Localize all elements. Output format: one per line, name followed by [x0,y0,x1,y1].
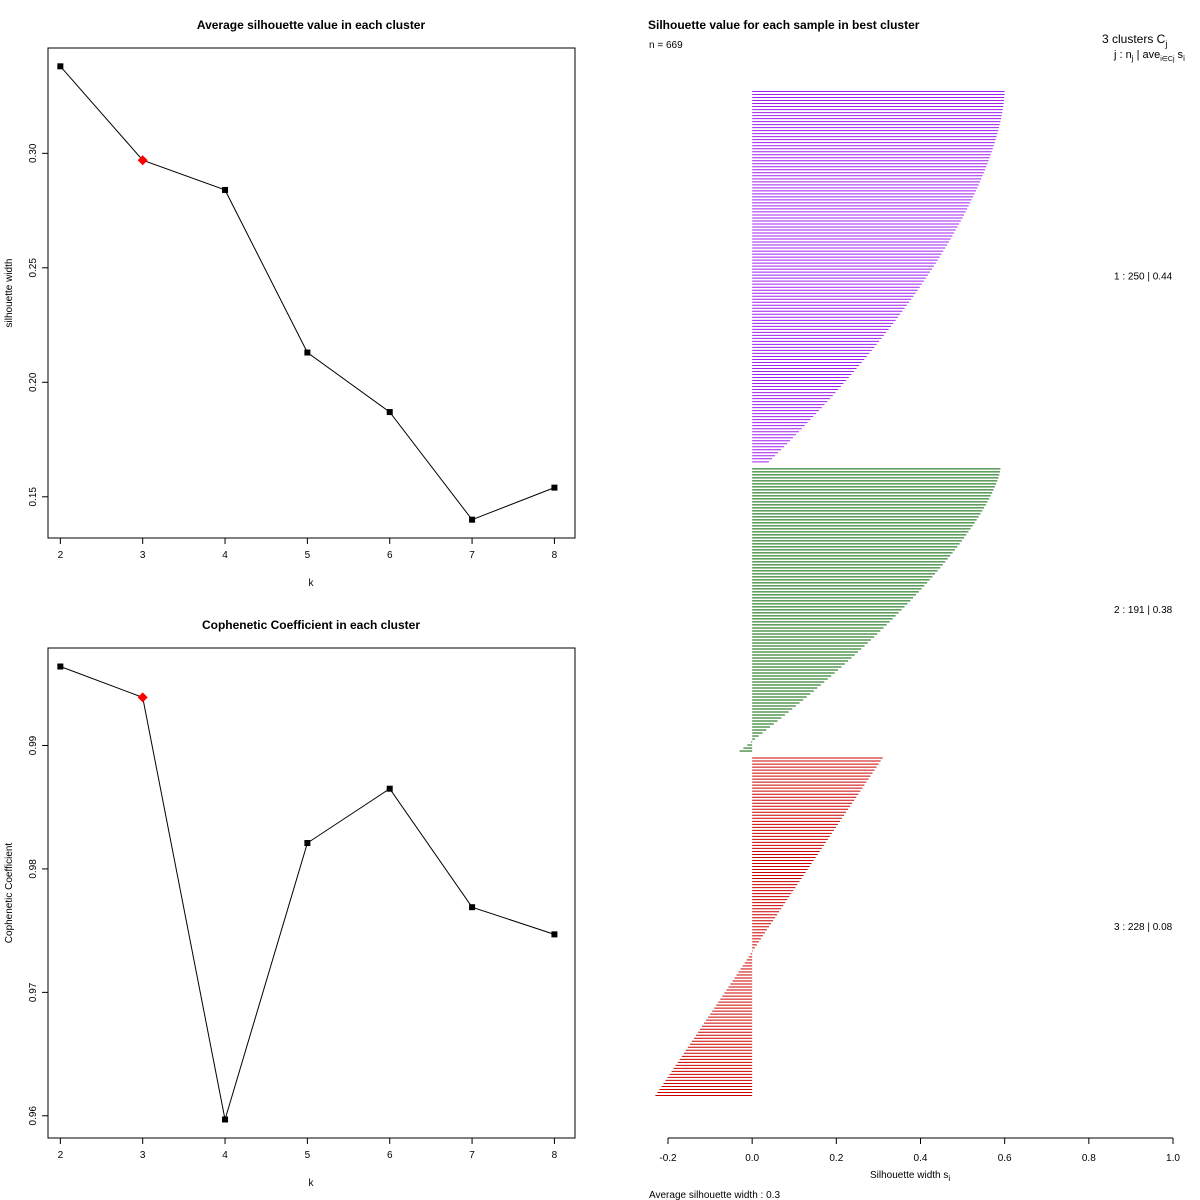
cophenetic-series [57,663,558,1123]
avg-silhouette-x-tick-label: 2 [58,550,64,561]
cophenetic-x-tick-label: 4 [222,1150,228,1161]
cluster-header-ave-sub: i∈Cj [1160,56,1175,63]
avg-silhouette-x-tick-label: 3 [140,550,146,561]
cophenetic-point-highlight [137,692,148,703]
avg-silhouette-y-tick-label: 0.30 [28,143,39,163]
cophenetic-x-tick-label: 6 [387,1150,393,1161]
silhouette-x-tick-label: -0.2 [659,1153,677,1164]
cophenetic-x-tick-label: 2 [58,1150,64,1161]
avg-silhouette-point [304,349,311,356]
silhouette-x-axis: -0.2 0.0 0.2 0.4 0.6 0.8 1.0 [659,1137,1180,1164]
cluster-header-si: s [1175,49,1184,61]
silhouette-x-label-sub: i [948,1174,950,1183]
cophenetic-point [551,931,558,938]
avg-silhouette-chart: Average silhouette value in each cluster… [4,18,576,589]
cophenetic-y-label: Cophenetic Coefficient [4,843,15,944]
silhouette-x-label: Silhouette width si [870,1170,950,1183]
avg-silhouette-x-label: k [309,578,315,589]
avg-silhouette-point [469,516,476,523]
silhouette-x-tick-label: 1.0 [1166,1153,1180,1164]
avg-silhouette-x-tick-label: 5 [305,550,311,561]
silhouette-samples-title: Silhouette value for each sample in best… [648,18,920,32]
cophenetic-point [386,785,393,792]
silhouette-x-tick-label: 0.4 [914,1153,928,1164]
avg-silhouette-point [386,409,393,416]
cluster-2-label: 2 : 191 | 0.38 [1114,605,1173,616]
cophenetic-x-tick-label: 8 [552,1150,558,1161]
cluster-header-sub: j [1164,39,1167,49]
silhouette-x-tick-label: 0.6 [998,1153,1012,1164]
cluster-3-label: 3 : 228 | 0.08 [1114,922,1173,933]
avg-silhouette-line [59,65,555,521]
avg-silhouette-y-tick-label: 0.25 [28,258,39,278]
avg-silhouette-point [57,63,64,70]
cophenetic-y-tick-label: 0.97 [28,982,39,1002]
silhouette-x-label-text: Silhouette width s [870,1170,948,1181]
silhouette-samples-chart: Silhouette value for each sample in best… [648,18,1185,1200]
cophenetic-title: Cophenetic Coefficient in each cluster [202,618,420,632]
cophenetic-point [469,904,476,911]
silhouette-x-tick-label: 0.8 [1082,1153,1096,1164]
avg-silhouette-point-highlight [137,155,148,166]
cophenetic-plot-frame [47,647,576,1139]
cophenetic-x-axis: 2 3 4 5 6 7 8 [58,1138,558,1161]
cophenetic-point [222,1116,229,1123]
silhouette-x-tick-label: 0.0 [745,1153,759,1164]
avg-silhouette-y-axis: 0.15 0.20 0.25 0.30 [28,143,48,507]
avg-silhouette-x-tick-label: 4 [222,550,228,561]
cophenetic-y-tick-label: 0.96 [28,1106,39,1126]
cophenetic-point [304,840,311,847]
average-silhouette-footer: Average silhouette width : 0.3 [649,1190,780,1200]
cophenetic-y-tick-label: 0.98 [28,859,39,879]
cophenetic-x-label: k [309,1178,315,1189]
avg-silhouette-x-tick-label: 8 [552,550,558,561]
cluster-header-line2: j : nj | avei∈Cj si [1113,49,1185,63]
avg-silhouette-y-label: silhouette width [4,259,15,328]
cophenetic-x-tick-label: 3 [140,1150,146,1161]
avg-silhouette-y-tick-label: 0.20 [28,372,39,392]
cophenetic-line [60,666,555,1120]
cluster-header-nj-sub: j [1131,54,1134,63]
cluster-header-ave: | ave [1134,49,1161,61]
avg-silhouette-plot-frame [47,47,576,539]
cophenetic-x-tick-label: 7 [469,1150,475,1161]
cluster-1-label: 1 : 250 | 0.44 [1114,272,1173,283]
cophenetic-y-axis: 0.96 0.97 0.98 0.99 [28,735,48,1126]
avg-silhouette-title: Average silhouette value in each cluster [197,18,426,32]
avg-silhouette-y-tick-label: 0.15 [28,487,39,507]
silhouette-x-tick-label: 0.2 [829,1153,843,1164]
cluster-header-count: 3 clusters C [1102,32,1166,46]
cluster-labels: 1 : 250 | 0.44 2 : 191 | 0.38 3 : 228 | 0.… [1114,272,1173,933]
avg-silhouette-x-tick-label: 7 [469,550,475,561]
cluster-header-line1: 3 clusters Cj [1102,32,1167,49]
avg-silhouette-x-tick-label: 6 [387,550,393,561]
avg-silhouette-point [551,484,558,491]
silhouette-bars [655,91,1005,1096]
sample-count-label: n = 669 [649,40,683,51]
cophenetic-x-tick-label: 5 [305,1150,311,1161]
avg-silhouette-point [222,186,229,193]
cophenetic-point [57,663,64,670]
avg-silhouette-series [57,63,558,523]
cluster-header-nj: j : n [1113,49,1132,61]
cluster-header-si-sub: i [1183,54,1185,63]
cophenetic-chart: Cophenetic Coefficient in each cluster 2… [4,618,576,1189]
cophenetic-y-tick-label: 0.99 [28,735,39,755]
avg-silhouette-x-axis: 2 3 4 5 6 7 8 [58,538,558,561]
